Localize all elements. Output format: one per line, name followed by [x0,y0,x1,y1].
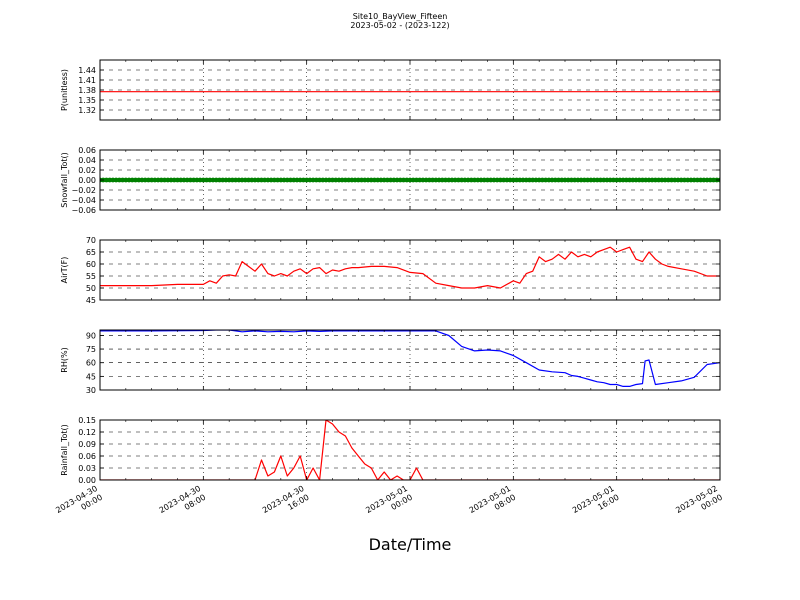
panel-3: 70 65 60 55 50 45 AirT(F) [60,236,721,305]
y-axis-label: RH(%) [60,347,69,372]
y-tick-label: 0.03 [78,464,96,473]
y-tick-label: 45 [86,372,96,381]
x-tick-label: 2023-05-0100:00 [364,484,414,524]
x-tick-labels: 2023-04-3000:00 2023-04-3008:00 2023-04-30… [54,484,724,524]
y-tick-label: 1.44 [78,66,96,75]
y-tick-label: 50 [86,284,96,293]
y-axis-label: P(unitless) [60,69,69,111]
y-tick-label: 0.02 [78,166,96,175]
y-tick-label: 0.06 [78,452,96,461]
y-tick-label: 60 [86,359,96,368]
y-tick-label: 1.41 [78,76,96,85]
y-tick-label: 1.35 [78,96,96,105]
y-tick-label: 30 [86,386,96,395]
panel-4: 90 75 60 45 30 RH(%) [60,329,721,395]
y-axis-label: AirT(F) [60,257,69,284]
panel-5: 0.15 0.12 0.09 0.06 0.03 0.00 Rainfall_Tot() [60,416,721,485]
y-tick-label: 70 [86,236,96,245]
y-tick-label: 90 [86,331,96,340]
y-tick-label: 0.15 [78,416,96,425]
y-tick-label: 0.09 [78,440,96,449]
series-line [100,330,720,387]
y-axis-label: Snowfall_Tot() [60,152,69,208]
x-tick-label: 2023-04-3000:00 [54,484,104,524]
x-tick-label: 2023-04-3016:00 [261,484,311,524]
chart-subtitle: 2023-05-02 - (2023-122) [350,21,449,30]
y-tick-label: 75 [86,345,96,354]
y-tick-label: 0.12 [78,428,96,437]
y-axis-label: Rainfall_Tot() [60,424,69,476]
y-tick-label: 0.06 [78,146,96,155]
panel-1: 1.441.411.381.351.32 P(unitless) [60,59,721,121]
panels: 1.441.411.381.351.32P(unitless)0.060.040… [60,59,721,485]
y-tick-label: 0.04 [78,156,96,165]
y-tick-label: 65 [86,248,96,257]
chart-title: Site10_BayView_Fifteen [353,12,448,21]
y-tick-label: 1.32 [78,106,96,115]
y-tick-label: −0.06 [71,206,96,215]
y-tick-label: 1.38 [78,86,96,95]
y-tick-label: 55 [86,272,96,281]
y-tick-label: 60 [86,260,96,269]
x-tick-label: 2023-05-0108:00 [468,484,518,524]
y-tick-label: 0.00 [78,176,96,185]
y-tick-label: −0.02 [71,186,96,195]
y-tick-label: 0.00 [78,476,96,485]
panel-2: 0.060.040.020.00−0.02−0.04−0.06Snowfall_… [60,146,721,215]
y-tick-label: 45 [86,296,96,305]
x-tick-label: 2023-05-0200:00 [674,484,724,524]
x-axis-label: Date/Time [369,535,452,554]
y-tick-label: −0.04 [71,196,96,205]
x-tick-label: 2023-05-0116:00 [571,484,621,524]
series-line [100,420,720,480]
series-line [100,246,720,289]
x-tick-label: 2023-04-3008:00 [158,484,208,524]
